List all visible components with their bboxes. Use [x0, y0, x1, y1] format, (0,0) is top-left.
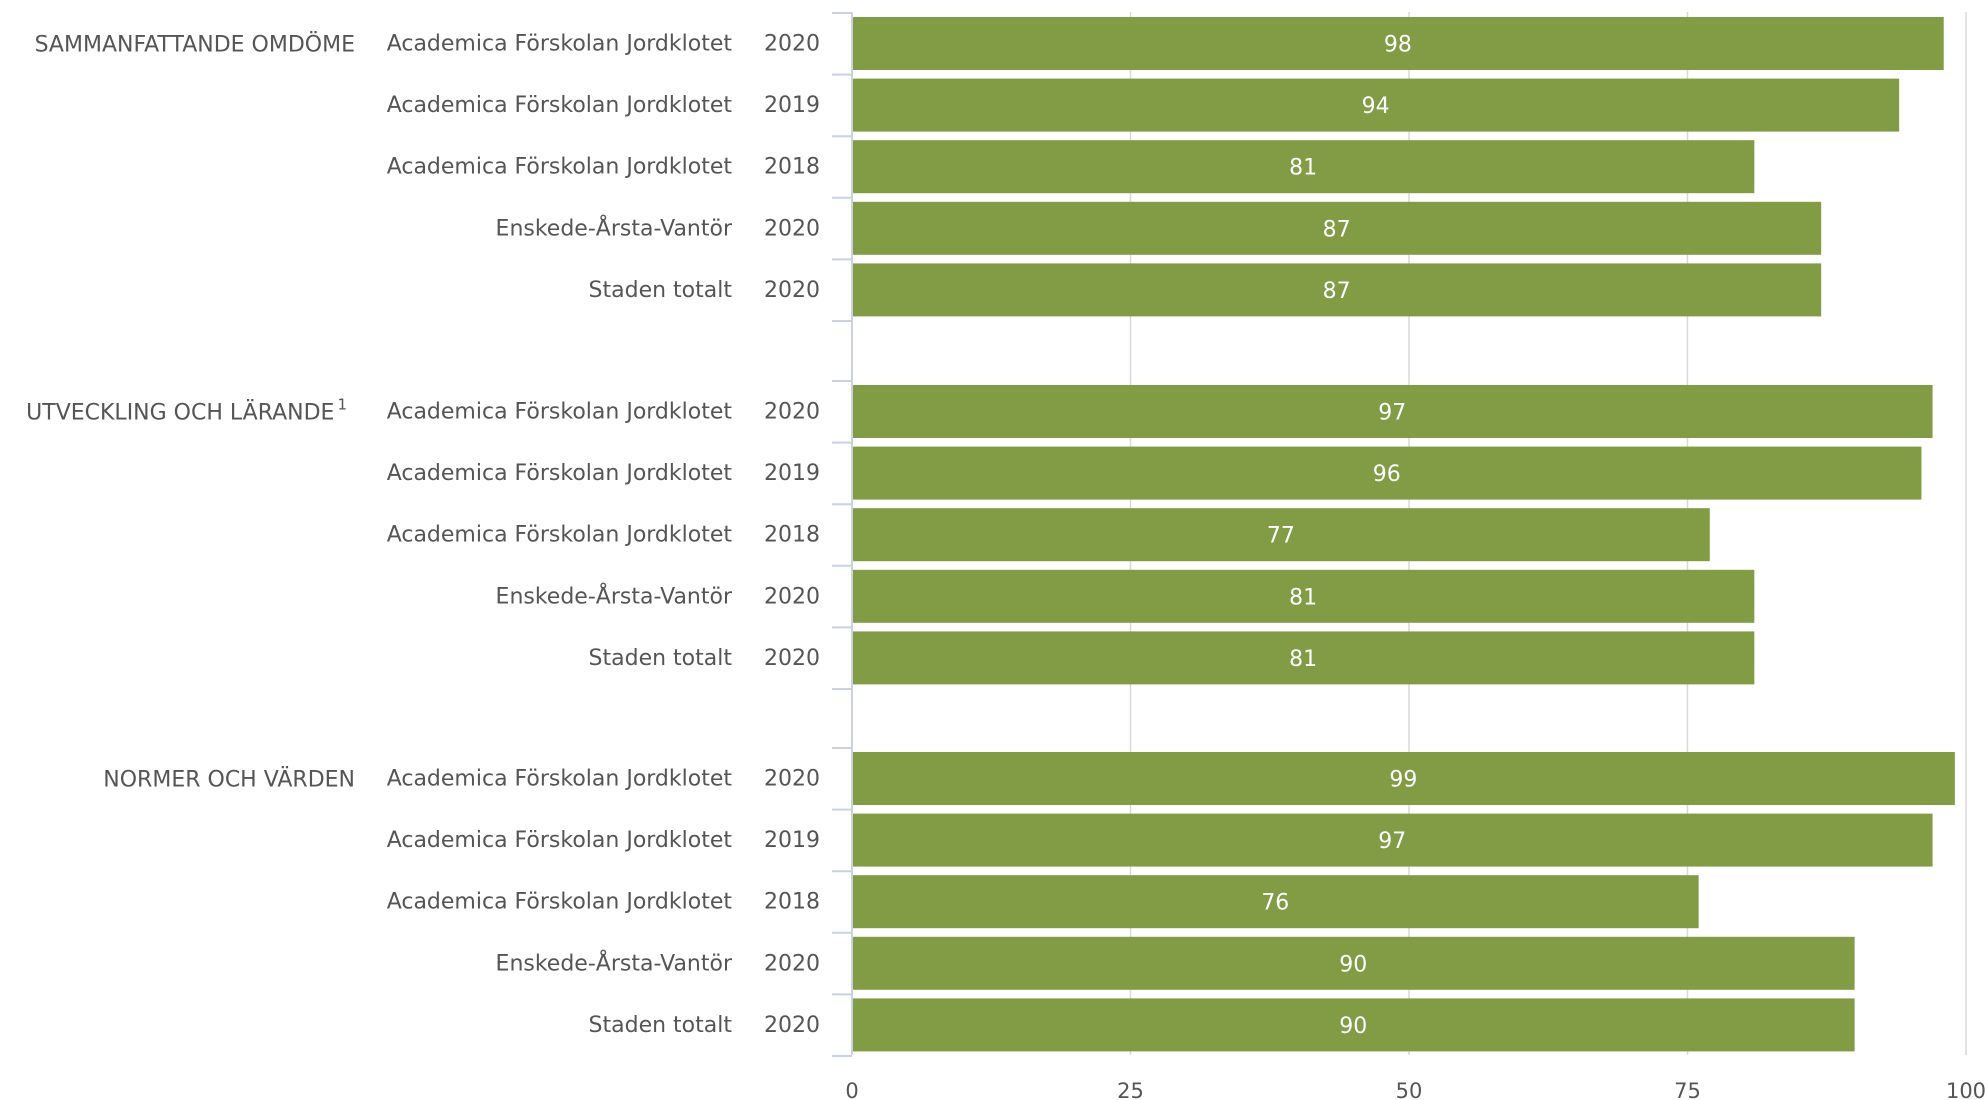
bar — [852, 631, 1755, 685]
row-year-label: 2020 — [764, 646, 820, 671]
row-year-label: 2018 — [764, 155, 820, 180]
row-year-label: 2019 — [764, 828, 820, 853]
group-label: UTVECKLING OCH LÄRANDE 1 — [26, 396, 347, 426]
x-tick-label: 100 — [1946, 1079, 1985, 1100]
row-year-label: 2020 — [764, 951, 820, 976]
bar — [852, 752, 1955, 805]
row-name-label: Academica Förskolan Jordklotet — [387, 890, 733, 915]
value-label: 90 — [1339, 952, 1367, 977]
bar — [852, 201, 1822, 255]
value-label: 98 — [1384, 33, 1412, 58]
bar — [852, 508, 1710, 562]
value-label: 96 — [1373, 462, 1401, 487]
row-name-label: Academica Förskolan Jordklotet — [387, 461, 733, 486]
row-year-label: 2018 — [764, 523, 820, 548]
bar — [852, 875, 1699, 929]
row-name-label: Academica Förskolan Jordklotet — [387, 155, 733, 180]
row-name-label: Academica Förskolan Jordklotet — [387, 767, 733, 792]
row-name-label: Enskede-Årsta-Vantör — [496, 214, 733, 241]
row-year-label: 2020 — [764, 584, 820, 609]
row-year-label: 2020 — [764, 1013, 820, 1038]
value-label: 81 — [1289, 156, 1317, 181]
row-name-label: Staden totalt — [589, 278, 733, 303]
row-name-label: Academica Förskolan Jordklotet — [387, 32, 733, 57]
row-name-label: Academica Förskolan Jordklotet — [387, 400, 733, 425]
row-name-label: Staden totalt — [589, 1013, 733, 1038]
row-name-label: Staden totalt — [589, 646, 733, 671]
x-tick-label: 25 — [1117, 1079, 1144, 1100]
bar — [852, 936, 1855, 990]
row-year-label: 2020 — [764, 278, 820, 303]
bar — [852, 446, 1922, 500]
row-name-label: Enskede-Årsta-Vantör — [496, 949, 733, 976]
bar — [852, 569, 1755, 623]
row-year-label: 2019 — [764, 461, 820, 486]
value-label: 97 — [1378, 401, 1406, 426]
row-year-label: 2020 — [764, 767, 820, 792]
group-label: SAMMANFATTANDE OMDÖME — [35, 32, 355, 58]
bar — [852, 263, 1822, 317]
bar — [852, 78, 1900, 132]
bar — [852, 17, 1944, 70]
value-label: 81 — [1289, 585, 1317, 610]
bar — [852, 813, 1933, 867]
row-name-label: Academica Förskolan Jordklotet — [387, 523, 733, 548]
bar — [852, 385, 1933, 438]
bar — [852, 140, 1755, 194]
row-year-label: 2018 — [764, 890, 820, 915]
labels: SAMMANFATTANDE OMDÖME 98 Academica Förskol… — [26, 32, 1417, 1039]
row-name-label: Enskede-Årsta-Vantör — [496, 582, 733, 609]
row-year-label: 2020 — [764, 216, 820, 241]
x-tick-label: 50 — [1396, 1079, 1423, 1100]
bar — [852, 998, 1855, 1052]
value-label: 99 — [1389, 768, 1417, 793]
x-tick-label: 75 — [1674, 1079, 1701, 1100]
value-label: 97 — [1378, 829, 1406, 854]
row-year-label: 2020 — [764, 400, 820, 425]
x-axis: 0 25 50 75 100 — [832, 12, 1985, 1100]
row-year-label: 2020 — [764, 32, 820, 57]
row-name-label: Academica Förskolan Jordklotet — [387, 828, 733, 853]
value-label: 77 — [1267, 524, 1295, 549]
x-tick-label: 0 — [845, 1079, 858, 1100]
group-label: NORMER OCH VÄRDEN — [103, 767, 355, 793]
value-label: 87 — [1323, 279, 1351, 304]
row-year-label: 2019 — [764, 93, 820, 118]
bars — [852, 17, 1955, 1052]
value-label: 76 — [1261, 891, 1289, 916]
value-label: 90 — [1339, 1014, 1367, 1039]
value-label: 94 — [1362, 94, 1390, 119]
value-label: 87 — [1323, 217, 1351, 242]
row-name-label: Academica Förskolan Jordklotet — [387, 93, 733, 118]
value-label: 81 — [1289, 647, 1317, 672]
